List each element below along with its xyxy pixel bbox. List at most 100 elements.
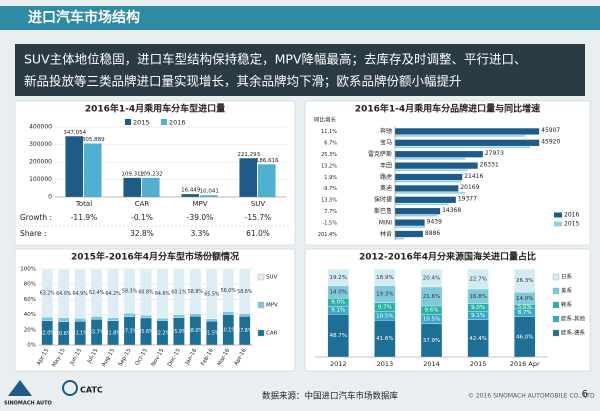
bar (65, 136, 83, 197)
bar (395, 180, 461, 183)
bar-segment (239, 268, 251, 314)
bar (395, 139, 540, 146)
bar-segment (41, 316, 53, 321)
x-tick-label: 2014 (423, 360, 440, 368)
share-value: 32.8% (130, 229, 154, 238)
value-label: 40.1% (221, 327, 237, 333)
value-label: 8886 (425, 230, 440, 237)
y-tick-label: 60% (24, 297, 36, 303)
value-label: 21.6% (423, 294, 440, 300)
y-tick-label: MINI (379, 219, 392, 226)
bar (84, 143, 102, 197)
x-tick-label: CAR (135, 200, 150, 208)
value-label: 62.4% (89, 290, 105, 296)
y-tick-label: 奥迪 (380, 184, 392, 192)
y-tick-label: 宝马 (380, 139, 392, 147)
value-label: 37.3% (122, 328, 138, 334)
chart-panel (304, 248, 591, 372)
legend-label: MPV (266, 303, 278, 309)
bar-segment (420, 268, 443, 288)
value-label: 37.8% (237, 328, 253, 334)
value-label: 19.2% (330, 275, 347, 281)
share-value: 3.3% (190, 229, 209, 238)
growth-value: -15.7% (245, 213, 272, 222)
bar-segment (327, 268, 349, 287)
value-label: 109,232 (140, 171, 163, 177)
value-label: 26331 (480, 161, 499, 168)
bar-segment (222, 268, 235, 312)
value-label: 16.8% (469, 294, 486, 300)
bar-segment (156, 317, 169, 321)
legend-swatch (552, 315, 560, 323)
y-tick-label: 80% (24, 282, 36, 288)
legend-swatch (552, 329, 560, 337)
y-tick-label: 0 (48, 194, 52, 201)
copyright: © 2016 SINOMACH AUTOMOBILE CO., LTD (468, 393, 595, 400)
bar-segment (189, 268, 202, 314)
growth-value: 13.2% (321, 163, 337, 169)
growth-value: -39.0% (187, 213, 214, 222)
value-label: 21416 (464, 173, 483, 180)
y-tick-label: 40% (24, 312, 36, 318)
chart-panel (14, 248, 296, 372)
value-label: 186,616 (256, 158, 279, 164)
value-label: 10,041 (200, 189, 219, 195)
bar (395, 196, 456, 203)
value-label: 9.1% (471, 313, 485, 319)
chart-title: 2016年1-4月乘用车分车型进口量 (85, 103, 225, 115)
value-label: 20169 (460, 184, 479, 191)
bar (395, 185, 459, 192)
value-label: 305,889 (82, 137, 105, 143)
value-label: 64.9% (73, 291, 89, 297)
value-label: 58.3% (122, 289, 138, 295)
value-label: 18.9% (376, 275, 393, 281)
bar-segment (374, 268, 396, 286)
x-tick-label: 2016 Apr (510, 360, 540, 368)
legend-swatch (552, 273, 560, 281)
legend-swatch (552, 287, 560, 295)
bar (395, 192, 466, 194)
bar-segment (140, 315, 152, 319)
logo-text: CATC (80, 386, 103, 395)
chart-title: 2012-2016年4月分来源国海关进口量占比 (359, 251, 536, 263)
legend-label: 2016 (564, 212, 579, 219)
bar (395, 135, 525, 137)
value-label: 32.2% (155, 330, 171, 336)
value-label: 35.6% (138, 329, 154, 335)
value-label: 14368 (442, 207, 461, 214)
value-label: 32.0% (40, 330, 56, 336)
legend-swatch (257, 273, 265, 281)
value-label: 42.4% (469, 336, 486, 342)
chart-panel (304, 100, 591, 246)
bar (395, 169, 469, 171)
legend-label: 美系 (561, 287, 573, 295)
bar (395, 230, 423, 238)
legend-swatch (257, 301, 265, 309)
chart-title: 2016年1-4月乘用车分品牌进口量与同比增速 (355, 103, 540, 115)
bar (395, 214, 437, 217)
growth-value: -1.5% (322, 220, 337, 226)
value-label: 9.1% (331, 308, 345, 314)
value-label: 58.6% (237, 289, 253, 295)
value-label: 9.6% (425, 308, 439, 314)
value-label: 33.7% (89, 330, 105, 336)
bar-segment (90, 316, 103, 320)
slide-title: 进口汽车市场结构 (28, 9, 140, 26)
growth-value: 201.4% (318, 232, 337, 238)
bar-segment (41, 268, 53, 318)
y-tick-label: 斯巴鲁 (374, 207, 392, 215)
legend-swatch (257, 329, 265, 337)
y-tick-label: 林肯 (380, 230, 392, 238)
bar-segment (123, 268, 136, 314)
value-label: 19377 (458, 196, 477, 203)
value-label: 37.9% (423, 338, 440, 344)
value-label: 10.5% (376, 313, 393, 319)
value-label: 48.7% (330, 333, 347, 339)
value-label: 64.0% (56, 291, 72, 297)
legend-swatch (552, 301, 560, 309)
bar-segment (239, 313, 251, 317)
value-label: 45907 (541, 127, 560, 134)
x-tick-label: MPV (192, 200, 207, 208)
value-label: 58.8% (188, 289, 204, 295)
value-label: 31.1% (73, 331, 89, 337)
